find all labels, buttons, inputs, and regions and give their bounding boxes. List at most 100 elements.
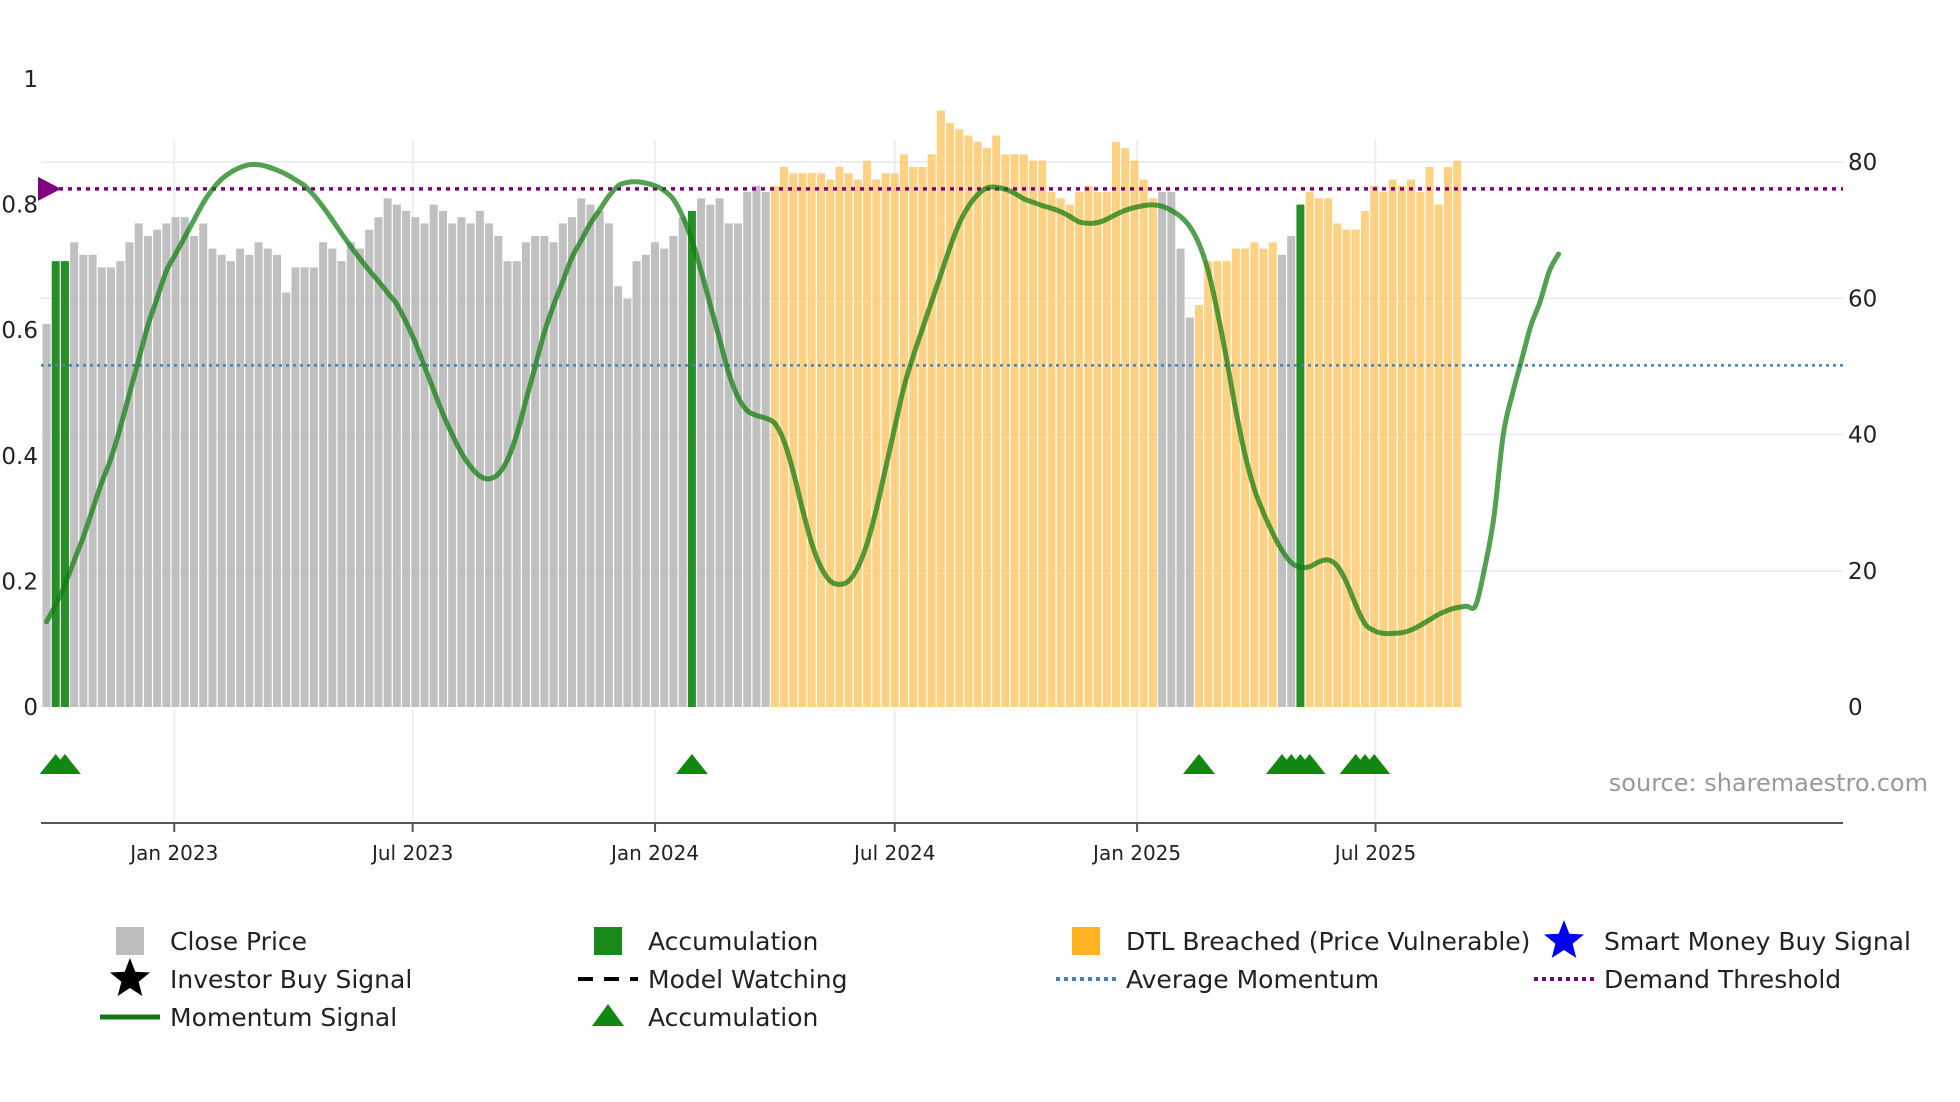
close-price-bar: [678, 217, 687, 707]
accumulation-triangle: [1293, 754, 1326, 774]
close-price-bar: [337, 261, 346, 707]
dtl-breached-bar: [1434, 204, 1443, 707]
dtl-breached-bar: [789, 173, 798, 707]
close-price-bar: [392, 204, 401, 707]
close-price-bar: [614, 286, 623, 707]
close-price-bar: [208, 248, 217, 707]
legend-label: DTL Breached (Price Vulnerable): [1126, 927, 1530, 956]
close-price-bar: [199, 223, 208, 707]
close-price-bar: [125, 242, 134, 707]
dtl-breached-bar: [1029, 160, 1038, 707]
accumulation-bar: [687, 210, 696, 707]
dtl-breached-bar: [909, 166, 918, 708]
close-price-bar: [291, 267, 300, 707]
dtl-breached-bar: [1425, 166, 1434, 708]
dtl-breached-bar: [1259, 248, 1268, 707]
momentum-layer: [44, 161, 1562, 637]
close-price-bar: [697, 198, 706, 707]
dtl-breached-bar: [899, 154, 908, 708]
dtl-breached-bar: [1213, 261, 1222, 707]
close-price-bar: [549, 242, 558, 707]
legend-swatch-accumulation-triangle: [592, 1004, 624, 1026]
left-axis-tick-label: 0.2: [1, 569, 38, 595]
close-price-bar: [623, 298, 632, 707]
dtl-breached-bar: [1407, 179, 1416, 708]
source-label: source: sharemaestro.com: [1609, 769, 1928, 797]
dtl-breached-bar: [1416, 192, 1425, 708]
dtl-breached-bar: [1360, 210, 1369, 707]
smart-money-star-icon: [1544, 920, 1584, 958]
dtl-breached-bar: [918, 166, 927, 708]
close-price-bar: [669, 236, 678, 707]
dtl-breached-bar: [992, 135, 1001, 707]
left-axis-tick-label: 0.8: [1, 193, 38, 219]
lower-panel: Jan 2023 Jul 2023 Jan 2024 Jul 2024 Jan 2025…: [39, 754, 1843, 865]
dtl-breached-bar: [1250, 242, 1259, 707]
close-price-bar: [328, 248, 337, 707]
accumulation-bar: [51, 261, 60, 707]
legend-label: Smart Money Buy Signal: [1604, 927, 1911, 956]
left-axis: 0 0.2 0.4 0.6 0.8 1: [1, 67, 38, 721]
dtl-breached-bar: [1019, 154, 1028, 708]
dtl-breached-bar: [1056, 198, 1065, 707]
close-price-bar: [457, 217, 466, 707]
dtl-breached-bar: [1121, 148, 1130, 707]
dtl-breached-bar: [890, 173, 899, 707]
left-axis-tick-label: 0: [23, 695, 38, 721]
dtl-breached-bar: [1342, 229, 1351, 707]
close-price-bar: [475, 210, 484, 707]
close-price-bar: [512, 261, 521, 707]
legend-item-dashed-line: Model Watching: [578, 965, 848, 994]
close-price-bar: [540, 236, 549, 707]
x-axis-tick-label: Jul 2025: [1333, 841, 1416, 865]
dtl-breached-bar: [936, 110, 945, 707]
legend-label: Accumulation: [648, 1003, 818, 1032]
dtl-breached-bar: [1093, 192, 1102, 708]
dtl-breached-bar: [946, 122, 955, 707]
dtl-breached-bar: [881, 173, 890, 707]
dtl-breached-bar: [1268, 242, 1277, 707]
close-price-bar: [226, 261, 235, 707]
legend-label: Accumulation: [648, 927, 818, 956]
momentum-signal-line: [44, 161, 1562, 637]
close-price-bar: [1287, 236, 1296, 707]
close-price-bar: [273, 254, 281, 707]
dtl-breached-bar: [872, 179, 881, 708]
dtl-breached-bar: [1047, 192, 1056, 708]
dtl-breached-bar: [955, 129, 964, 708]
close-price-bar: [438, 210, 447, 707]
right-axis: 0 20 40 60 80: [1848, 150, 1877, 721]
close-price-bar: [153, 229, 162, 707]
close-price-bar: [420, 223, 429, 707]
dtl-breached-bar: [770, 185, 779, 707]
legend-item-close-square: Close Price: [116, 927, 307, 956]
dtl-breached-bar: [1112, 141, 1121, 708]
dtl-breached-bar: [1397, 185, 1406, 707]
close-price-bar: [300, 267, 309, 707]
legend-item-accum-square: Accumulation: [594, 927, 818, 956]
dtl-breached-bar: [844, 173, 853, 707]
close-price-bar: [752, 185, 761, 707]
close-price-bar: [715, 198, 724, 707]
dtl-breached-bar: [1388, 179, 1397, 708]
close-price-bar: [641, 254, 650, 707]
dtl-breached-bar: [1305, 192, 1314, 708]
close-price-bar: [70, 242, 79, 707]
accumulation-triangle: [1358, 754, 1391, 774]
close-price-bar: [190, 236, 199, 707]
legend-item-green-triangle: Accumulation: [592, 1003, 818, 1032]
close-price-bar: [660, 248, 669, 707]
close-price-bar: [245, 254, 254, 707]
close-price-bar: [143, 236, 152, 707]
close-price-bar: [309, 267, 318, 707]
right-axis-tick-label: 80: [1848, 150, 1877, 176]
close-price-bar: [448, 223, 457, 707]
dtl-breached-bar: [927, 154, 936, 708]
x-axis-tick-label: Jul 2023: [370, 841, 453, 865]
close-price-bar: [734, 223, 742, 707]
demand-threshold-marker: [38, 176, 61, 201]
close-price-bar: [743, 192, 752, 708]
close-price-bar: [521, 242, 530, 707]
dtl-breached-bar: [863, 160, 872, 707]
